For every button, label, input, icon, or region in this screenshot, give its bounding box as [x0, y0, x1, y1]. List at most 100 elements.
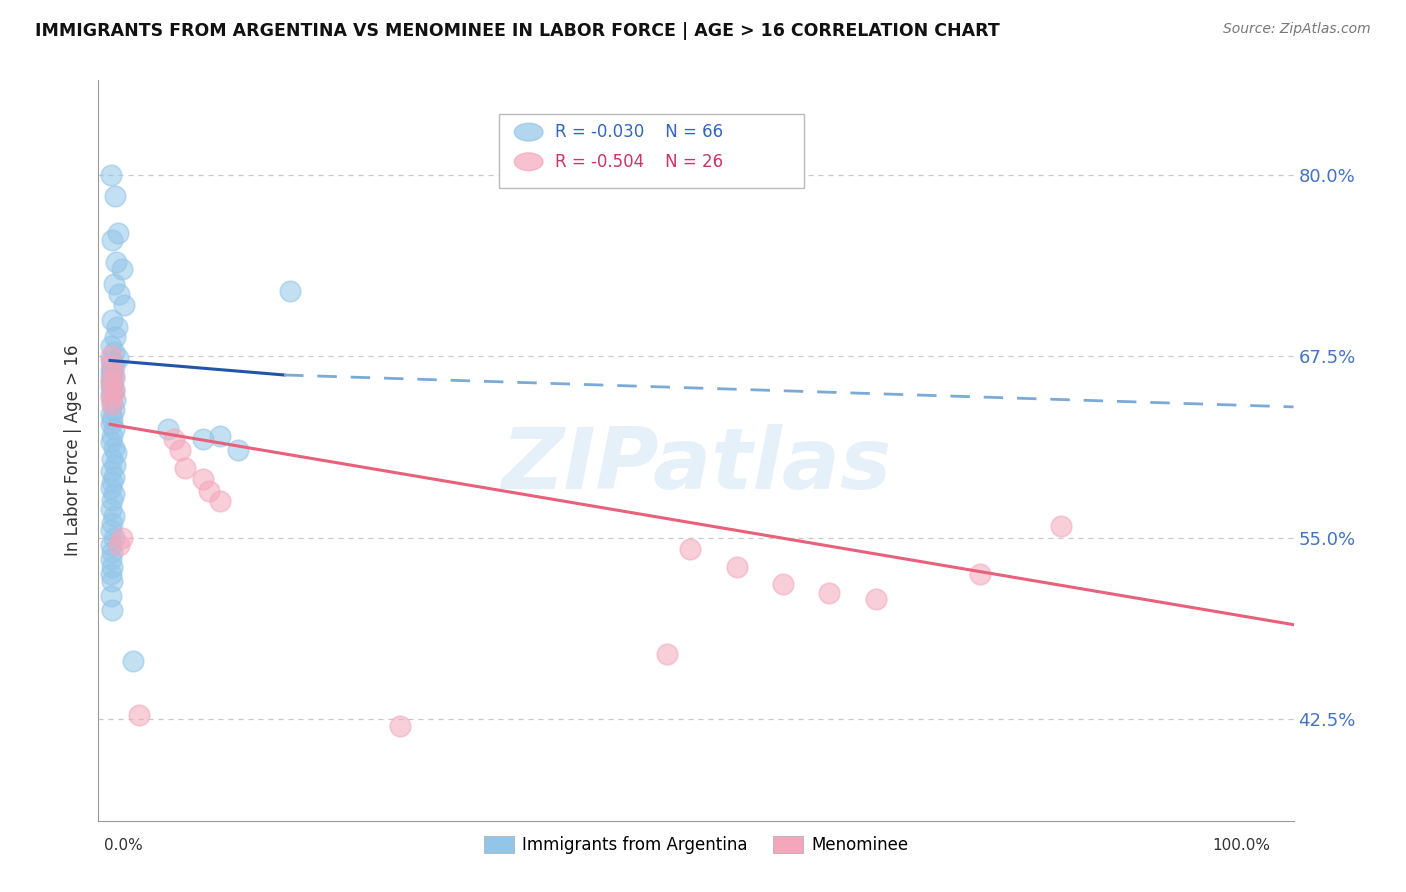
Point — [103, 368, 125, 382]
Point — [772, 577, 794, 591]
Point — [104, 446, 127, 460]
Point — [111, 531, 134, 545]
Point — [100, 362, 122, 376]
Point — [100, 501, 122, 516]
Point — [101, 516, 124, 530]
Point — [100, 391, 122, 405]
Point — [169, 443, 191, 458]
Point — [107, 351, 129, 365]
Point — [157, 422, 180, 436]
Point — [101, 365, 124, 379]
Point — [174, 461, 197, 475]
Text: ZIPatlas: ZIPatlas — [501, 424, 891, 507]
Point — [103, 508, 125, 523]
Point — [101, 385, 124, 400]
Point — [103, 277, 125, 291]
Point — [101, 574, 124, 588]
Y-axis label: In Labor Force | Age > 16: In Labor Force | Age > 16 — [65, 344, 83, 557]
Point — [103, 487, 125, 501]
Point — [101, 603, 124, 617]
Point — [101, 356, 124, 370]
Point — [209, 494, 232, 508]
Point — [1050, 519, 1073, 533]
Point — [103, 531, 125, 545]
Point — [100, 168, 122, 182]
Point — [101, 233, 124, 247]
Point — [104, 189, 127, 203]
Point — [100, 339, 122, 353]
Point — [100, 374, 122, 388]
Point — [191, 473, 214, 487]
Point — [101, 452, 124, 467]
Point — [100, 552, 122, 566]
Point — [818, 585, 841, 599]
Point — [104, 330, 127, 344]
Point — [100, 368, 122, 382]
Point — [103, 371, 125, 385]
Text: R = -0.030    N = 66: R = -0.030 N = 66 — [555, 123, 723, 141]
Point — [101, 313, 124, 327]
Point — [100, 374, 122, 388]
Point — [100, 464, 122, 478]
Text: 100.0%: 100.0% — [1212, 838, 1270, 853]
Point — [103, 402, 125, 417]
Point — [101, 397, 124, 411]
Point — [100, 589, 122, 603]
Point — [969, 566, 991, 581]
Text: IMMIGRANTS FROM ARGENTINA VS MENOMINEE IN LABOR FORCE | AGE > 16 CORRELATION CHA: IMMIGRANTS FROM ARGENTINA VS MENOMINEE I… — [35, 22, 1000, 40]
Point — [389, 719, 412, 733]
Point — [679, 542, 702, 557]
Point — [100, 524, 122, 538]
Point — [101, 429, 124, 443]
Point — [100, 353, 122, 368]
Point — [103, 383, 125, 397]
Point — [101, 397, 124, 411]
Point — [104, 458, 127, 472]
Point — [100, 388, 122, 402]
Point — [278, 284, 301, 298]
Point — [655, 647, 678, 661]
Point — [191, 432, 214, 446]
Point — [100, 481, 122, 495]
Point — [105, 320, 128, 334]
Point — [101, 475, 124, 490]
Point — [100, 417, 122, 432]
Point — [101, 492, 124, 507]
Point — [100, 538, 122, 552]
Point — [103, 469, 125, 483]
Point — [209, 429, 232, 443]
Point — [101, 359, 124, 374]
Point — [865, 591, 887, 606]
Point — [104, 254, 127, 268]
Point — [104, 392, 127, 407]
Point — [112, 298, 135, 312]
Point — [108, 286, 131, 301]
Point — [101, 545, 124, 559]
Point — [163, 432, 186, 446]
Point — [100, 379, 122, 393]
Point — [107, 226, 129, 240]
FancyBboxPatch shape — [499, 113, 804, 187]
Text: Source: ZipAtlas.com: Source: ZipAtlas.com — [1223, 22, 1371, 37]
Point — [100, 566, 122, 581]
Point — [103, 422, 125, 436]
Point — [725, 559, 748, 574]
Circle shape — [515, 153, 543, 170]
Point — [100, 434, 122, 449]
Point — [128, 707, 150, 722]
Point — [100, 349, 122, 363]
Point — [103, 385, 125, 400]
Point — [111, 262, 134, 277]
Circle shape — [515, 123, 543, 141]
Point — [108, 538, 131, 552]
Text: R = -0.504    N = 26: R = -0.504 N = 26 — [555, 153, 723, 170]
Legend: Immigrants from Argentina, Menominee: Immigrants from Argentina, Menominee — [477, 829, 915, 861]
Point — [101, 376, 124, 391]
Text: 0.0%: 0.0% — [104, 838, 143, 853]
Point — [103, 359, 125, 374]
Point — [197, 484, 219, 499]
Point — [101, 559, 124, 574]
Point — [226, 443, 249, 458]
Point — [101, 379, 124, 393]
Point — [101, 411, 124, 425]
